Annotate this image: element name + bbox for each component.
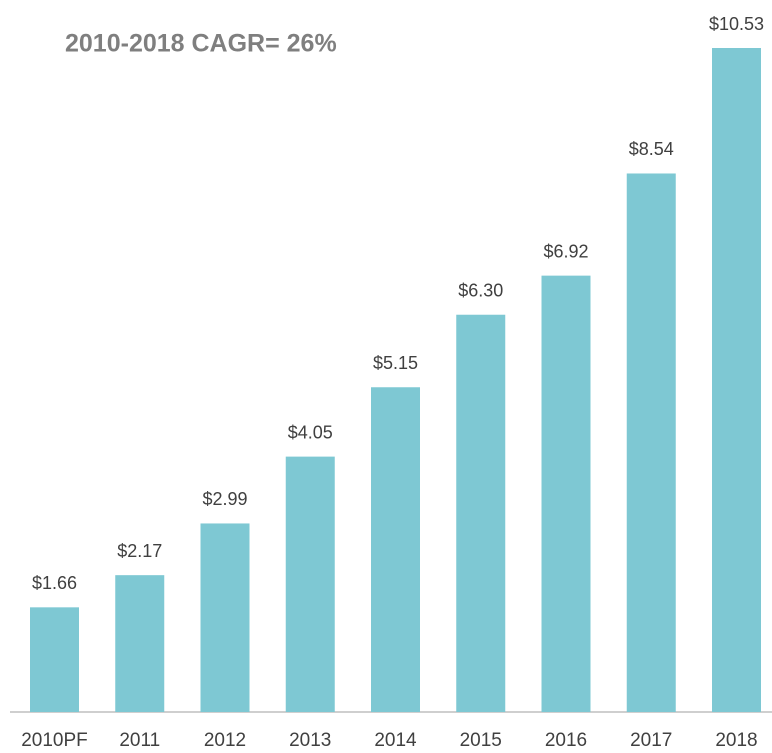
- x-tick-label: 2013: [289, 730, 331, 751]
- value-label: $5.15: [373, 353, 418, 373]
- x-tick-label: 2015: [460, 730, 502, 751]
- bar: [285, 456, 335, 712]
- x-tick-label: 2014: [374, 730, 417, 751]
- bar: [371, 387, 420, 712]
- x-tick-label: 2016: [545, 730, 587, 751]
- value-label: $6.30: [458, 280, 503, 300]
- value-label: $1.66: [32, 573, 77, 593]
- x-tick-label: 2011: [119, 730, 160, 751]
- bar: [541, 275, 591, 712]
- value-label: $10.53: [709, 14, 764, 34]
- chart-title: 2010-2018 CAGR= 26%: [65, 30, 337, 58]
- bar: [115, 575, 165, 712]
- bar: [200, 523, 250, 712]
- bar: [626, 173, 676, 712]
- value-label: $2.17: [117, 541, 162, 561]
- value-label: $8.54: [629, 139, 674, 159]
- value-label: $6.92: [543, 241, 588, 261]
- bar: [30, 607, 79, 712]
- value-label: $2.99: [202, 489, 247, 509]
- bar: [712, 48, 761, 712]
- x-tick-label: 2012: [204, 730, 246, 751]
- x-tick-label: 2017: [630, 730, 672, 751]
- bar: [456, 314, 506, 712]
- x-tick-label: 2010PF: [21, 730, 88, 751]
- value-label: $4.05: [288, 422, 333, 442]
- x-tick-label: 2018: [715, 730, 757, 751]
